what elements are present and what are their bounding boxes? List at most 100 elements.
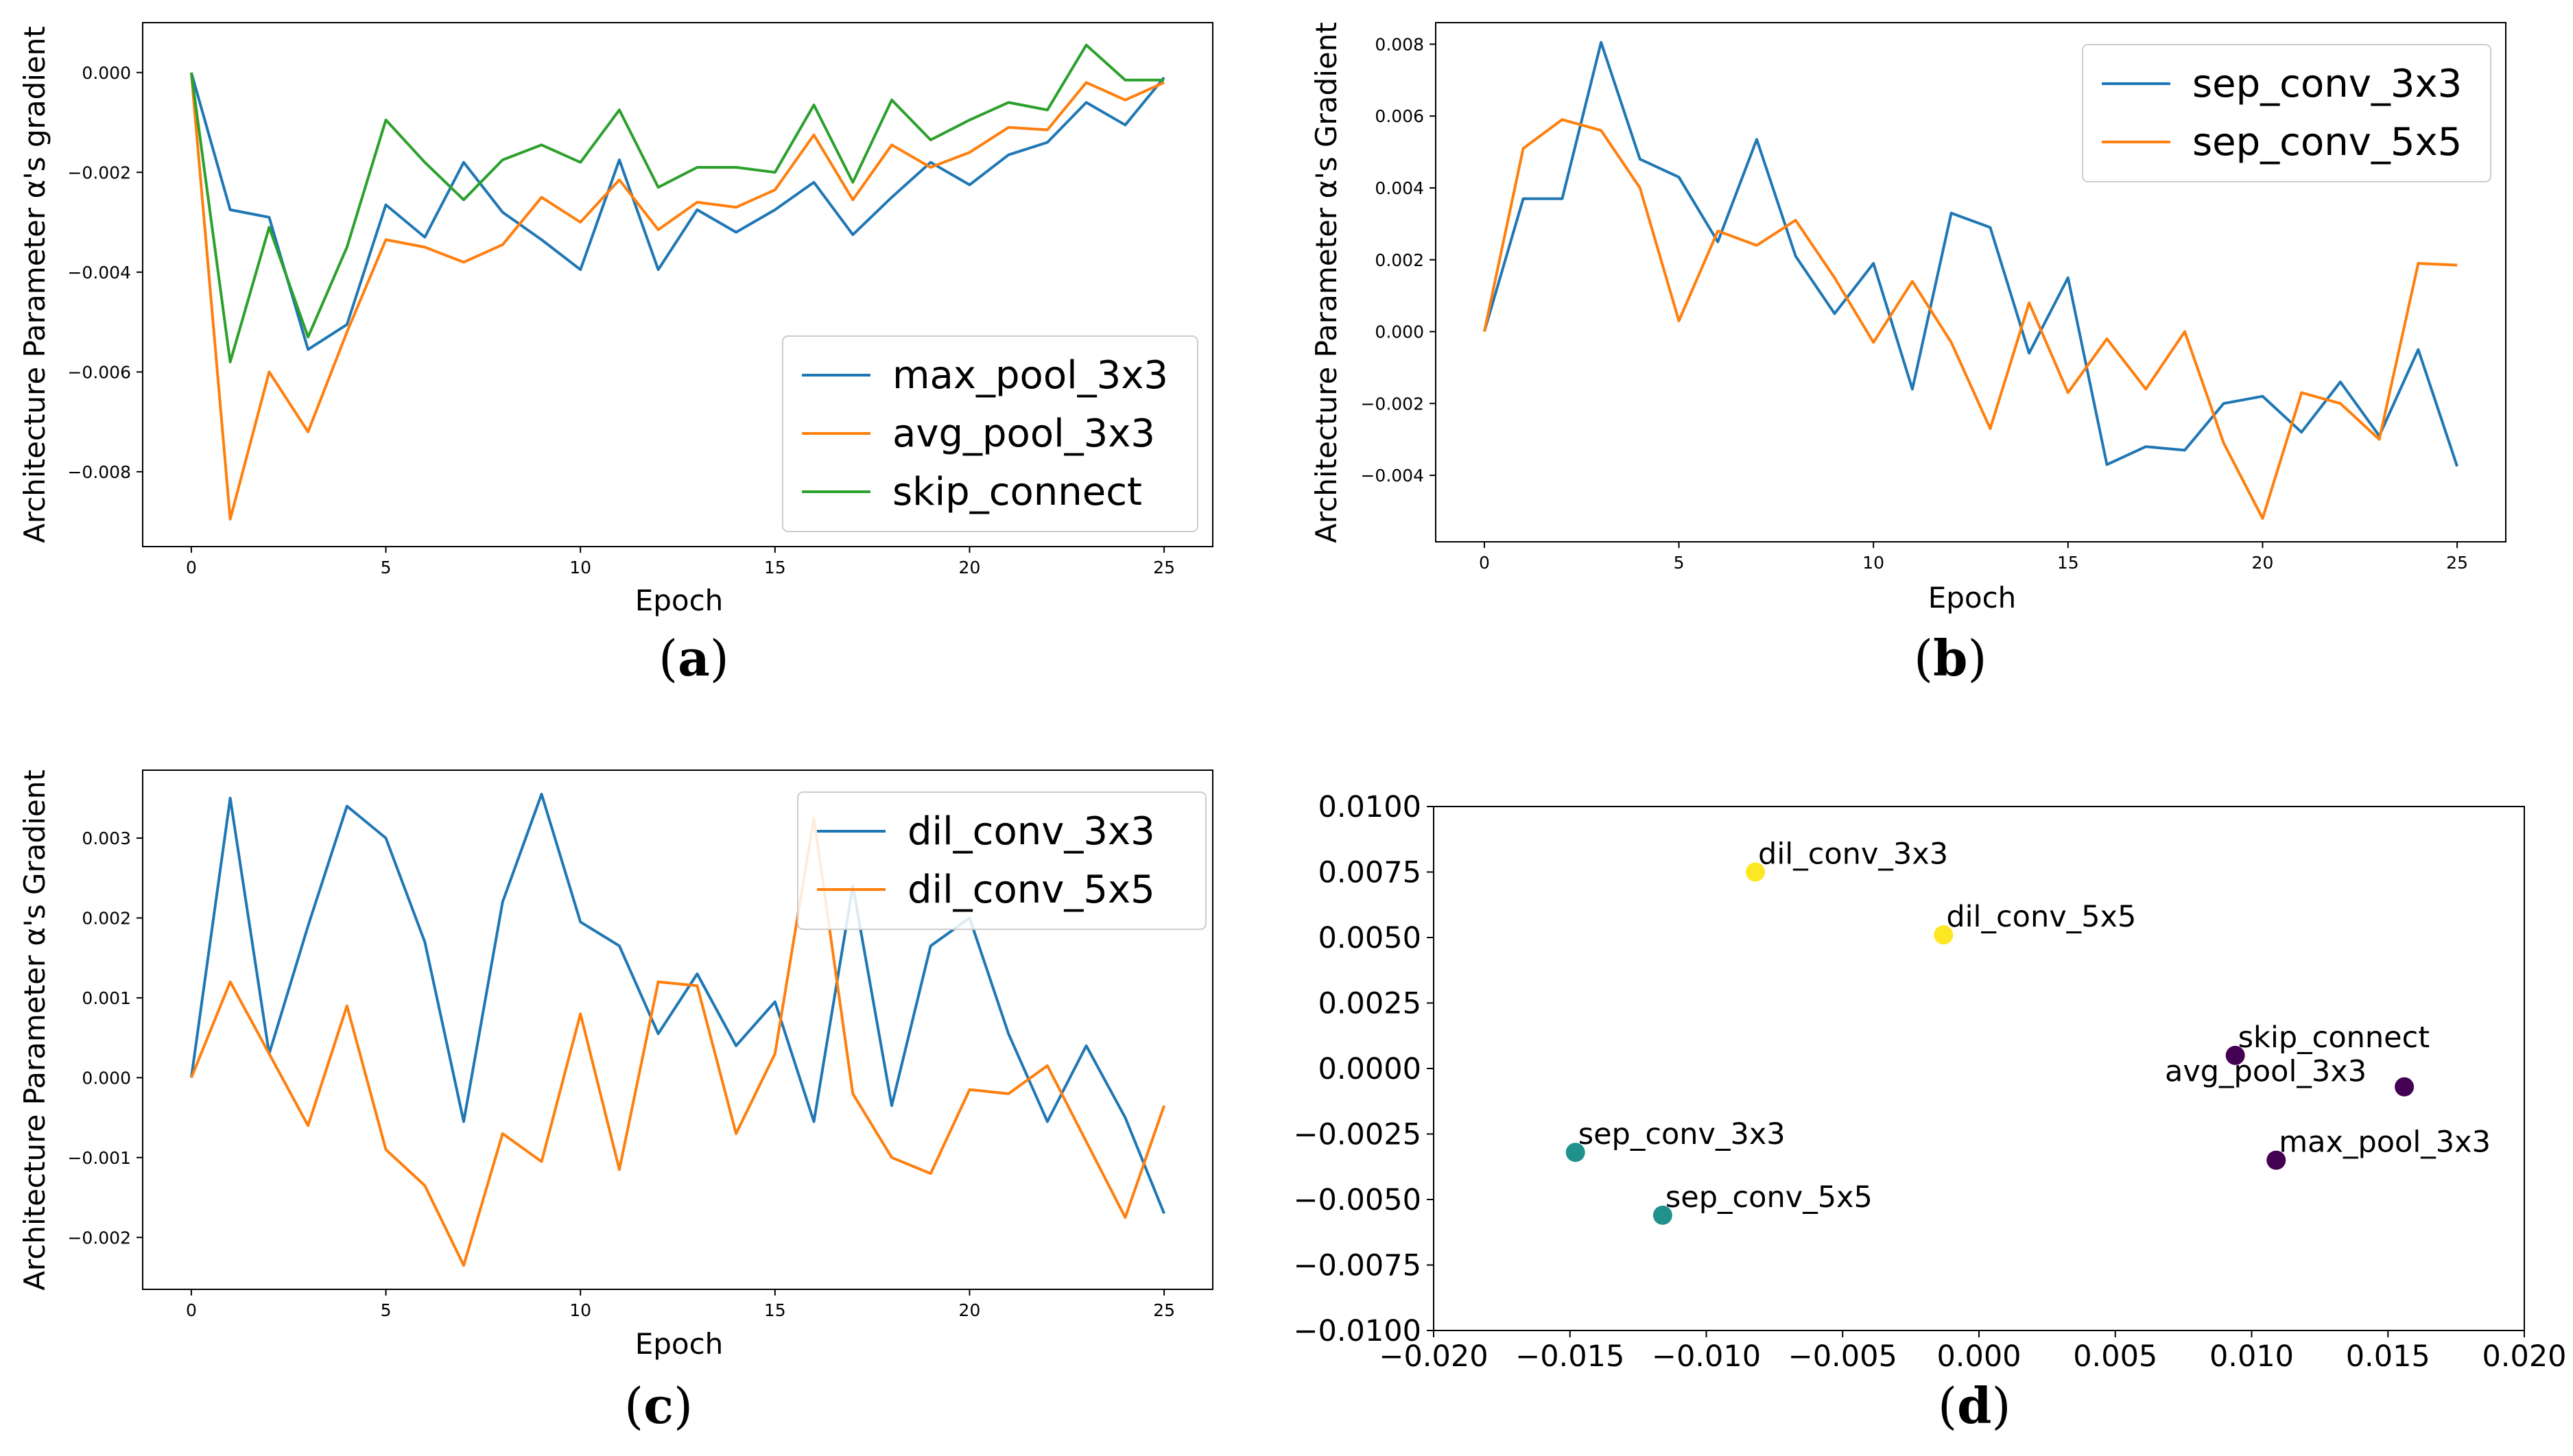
- x-tick-label: 0.005: [2073, 1339, 2157, 1374]
- y-axis-label: Architecture Parameter α's Gradient: [18, 769, 51, 1291]
- panel-caption: (a): [659, 629, 729, 687]
- caption-open: (: [659, 630, 678, 687]
- legend-label: max_pool_3x3: [892, 353, 1168, 398]
- scatter-point-avg_pool_3x3: [2395, 1077, 2415, 1097]
- scatter-point-sep_conv_5x5: [1652, 1205, 1672, 1225]
- y-tick-label: 0.008: [1375, 34, 1424, 54]
- y-tick-label: −0.006: [67, 362, 131, 382]
- x-axis-label: Epoch: [1928, 581, 2017, 614]
- series-line-sep_conv_3x3: [1482, 40, 2458, 467]
- caption-open: (: [1914, 630, 1933, 687]
- legend-label: skip_connect: [892, 470, 1142, 514]
- caption-close: ): [1967, 630, 1987, 687]
- y-tick-label: 0.0050: [1318, 921, 1421, 955]
- x-tick-label: 5: [381, 1300, 392, 1320]
- legend-label: avg_pool_3x3: [892, 411, 1155, 456]
- y-tick-label: −0.004: [67, 263, 131, 283]
- y-axis-label: Architecture Parameter α's Gradient: [1309, 22, 1343, 543]
- caption-open: (: [1938, 1377, 1957, 1435]
- legend-label: dil_conv_5x5: [908, 868, 1155, 912]
- y-tick-label: −0.0100: [1294, 1314, 1422, 1348]
- y-tick-label: 0.001: [82, 988, 131, 1008]
- x-tick-label: 10: [569, 1300, 591, 1320]
- caption-close: ): [710, 630, 729, 687]
- y-tick-label: 0.000: [82, 1068, 131, 1088]
- chart-c: 0 5 10 15 20 25 0.003 0.002 0.001 0.000 −0.001 −0.0…: [18, 769, 1213, 1435]
- panel-caption: (d): [1938, 1376, 2011, 1435]
- y-tick-label: 0.0025: [1318, 987, 1421, 1021]
- y-tick-label: −0.002: [1360, 394, 1424, 414]
- point-label: skip_connect: [2238, 1021, 2430, 1055]
- legend: sep_conv_3x3 sep_conv_5x5: [2082, 44, 2491, 182]
- legend-box: [797, 791, 1207, 930]
- y-tick-label: −0.0050: [1294, 1183, 1422, 1217]
- panel-caption: (b): [1914, 629, 1987, 687]
- y-tick-label: 0.0075: [1318, 856, 1421, 890]
- series-line-max_pool_3x3: [189, 72, 1165, 351]
- chart-b: 0 5 10 15 20 25 0.008 0.006 0.004 0.002 0.000 −0.00…: [1309, 22, 2506, 687]
- x-tick-label: 20: [2252, 553, 2274, 573]
- scatter-point-dil_conv_3x3: [1746, 862, 1766, 882]
- y-tick-label: 0.002: [1375, 250, 1424, 270]
- x-tick-label: −0.020: [1379, 1339, 1488, 1374]
- x-tick-label: 25: [2446, 553, 2468, 573]
- y-tick-label: −0.002: [67, 1228, 131, 1248]
- x-tick-label: 10: [1862, 553, 1884, 573]
- x-tick-label: 5: [381, 558, 392, 577]
- point-label: sep_conv_3x3: [1578, 1117, 1786, 1151]
- x-tick-label: 20: [959, 558, 981, 577]
- x-tick-label: 15: [764, 1300, 786, 1320]
- y-tick-label: 0.003: [82, 828, 131, 848]
- x-tick-label: 0: [1479, 553, 1490, 573]
- x-axis-label: Epoch: [635, 584, 724, 617]
- x-tick-label: −0.015: [1515, 1339, 1624, 1374]
- x-tick-label: 15: [764, 558, 786, 577]
- x-axis-label: Epoch: [635, 1327, 724, 1361]
- y-tick-label: 0.0100: [1318, 790, 1421, 824]
- caption-letter: c: [643, 1376, 674, 1435]
- legend: dil_conv_3x3 dil_conv_5x5: [797, 791, 1207, 930]
- x-tick-label: 15: [2057, 553, 2079, 573]
- y-tick-label: −0.002: [67, 163, 131, 182]
- series-line-sep_conv_5x5: [1482, 118, 2458, 520]
- series-line-avg_pool_3x3: [189, 72, 1165, 521]
- series-line-skip_connect: [189, 43, 1165, 363]
- caption-letter: a: [678, 629, 710, 687]
- x-tick-label: 5: [1674, 553, 1685, 573]
- panel-caption: (c): [624, 1376, 693, 1435]
- x-tick-label: 0: [186, 1300, 197, 1320]
- y-axis-label: Architecture Parameter α's gradient: [18, 26, 51, 543]
- point-label: dil_conv_5x5: [1946, 900, 2136, 934]
- legend-box: [2082, 44, 2491, 182]
- y-tick-label: 0.006: [1375, 106, 1424, 126]
- caption-close: ): [1991, 1377, 2011, 1435]
- y-tick-label: 0.004: [1375, 178, 1424, 198]
- caption-letter: b: [1933, 629, 1967, 687]
- legend: max_pool_3x3 avg_pool_3x3 skip_connect: [782, 335, 1198, 532]
- point-label: sep_conv_5x5: [1665, 1180, 1873, 1215]
- y-tick-label: 0.000: [82, 63, 131, 83]
- x-tick-label: 10: [569, 558, 591, 577]
- x-tick-label: 25: [1153, 1300, 1175, 1320]
- point-label: dil_conv_3x3: [1758, 837, 1948, 872]
- legend-label: sep_conv_3x3: [2192, 62, 2462, 106]
- point-label: avg_pool_3x3: [2165, 1055, 2367, 1089]
- chart-d: −0.020 −0.015 −0.010 −0.005 0.000 0.005 0.010 0…: [1294, 790, 2567, 1435]
- x-tick-label: 0: [186, 558, 197, 577]
- x-tick-label: 0.015: [2346, 1339, 2430, 1374]
- x-tick-label: −0.005: [1788, 1339, 1897, 1374]
- y-tick-label: −0.008: [67, 462, 131, 482]
- y-tick-label: 0.000: [1375, 322, 1424, 342]
- x-tick-label: 0.000: [1936, 1339, 2021, 1374]
- legend-label: sep_conv_5x5: [2192, 120, 2462, 165]
- x-tick-label: 0.020: [2482, 1339, 2566, 1374]
- y-tick-label: 0.0000: [1318, 1052, 1421, 1086]
- plot-frame: [142, 769, 1213, 1290]
- y-tick-label: −0.0075: [1294, 1249, 1422, 1283]
- scatter-point-max_pool_3x3: [2266, 1150, 2286, 1170]
- caption-open: (: [624, 1377, 643, 1435]
- scatter-point-sep_conv_3x3: [1565, 1143, 1585, 1162]
- caption-letter: d: [1957, 1376, 1991, 1435]
- scatter-point-skip_connect: [2225, 1045, 2245, 1065]
